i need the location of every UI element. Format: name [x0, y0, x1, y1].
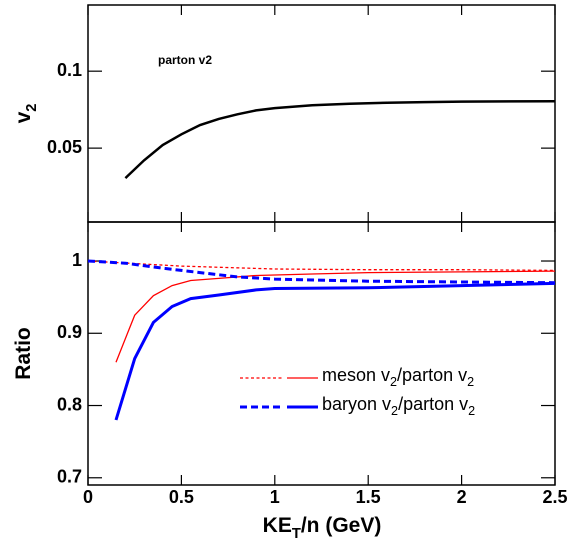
y-tick-label: 0.8	[57, 394, 82, 414]
legend-label: meson v2/parton v2	[322, 365, 474, 390]
x-axis-label: KET/n (GeV)	[263, 514, 382, 542]
y-tick-label: 0.7	[57, 467, 82, 487]
legend-label: baryon v2/parton v2	[322, 394, 475, 419]
y-tick-label: 0.9	[57, 322, 82, 342]
x-tick-label: 0	[83, 487, 93, 507]
y-axis-label: Ratio	[12, 327, 35, 380]
data-line	[114, 281, 556, 421]
data-line	[115, 270, 556, 363]
data-line	[124, 99, 556, 180]
x-tick-label: 0.5	[169, 487, 194, 507]
y-tick-label: 1	[72, 250, 82, 270]
bottom-frame	[87, 221, 556, 486]
x-tick-label: 1	[270, 487, 280, 507]
y-axis-label: v2	[12, 104, 40, 124]
x-tick-label: 2.5	[542, 487, 567, 507]
x-tick-label: 1.5	[356, 487, 381, 507]
y-tick-label: 0.05	[47, 137, 82, 157]
data-line	[87, 260, 556, 272]
top-frame	[87, 4, 556, 223]
y-tick-label: 0.1	[57, 60, 82, 80]
x-tick-label: 2	[457, 487, 467, 507]
annotation: parton v2	[158, 53, 212, 67]
data-line	[87, 259, 556, 285]
